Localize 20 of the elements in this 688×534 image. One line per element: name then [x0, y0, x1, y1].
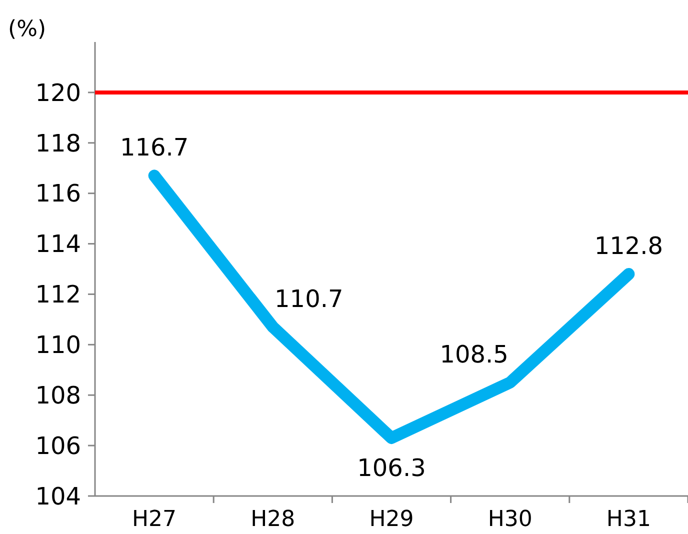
- y-tick-label: 112: [35, 280, 81, 309]
- y-axis-title: (%): [8, 17, 46, 42]
- x-tick-label: H29: [369, 507, 414, 532]
- data-label: 108.5: [440, 340, 508, 368]
- y-tick-label: 118: [35, 129, 81, 158]
- y-tick-label: 116: [35, 180, 81, 208]
- y-tick-label: 120: [35, 78, 81, 107]
- y-tick-label: 106: [35, 432, 81, 460]
- data-label: 116.7: [120, 134, 189, 162]
- x-tick-label: H30: [488, 507, 532, 532]
- y-tick-label: 104: [35, 482, 81, 510]
- y-tick-label: 114: [35, 230, 81, 258]
- x-tick-label: H31: [606, 507, 651, 532]
- data-label: 112.8: [594, 232, 664, 260]
- y-tick-label: 110: [35, 331, 81, 360]
- data-label: 110.7: [274, 285, 344, 314]
- data-label: 106.3: [357, 454, 426, 482]
- x-tick-label: H28: [250, 507, 296, 532]
- y-tick-label: 108: [35, 382, 81, 410]
- x-tick-label: H27: [132, 507, 177, 532]
